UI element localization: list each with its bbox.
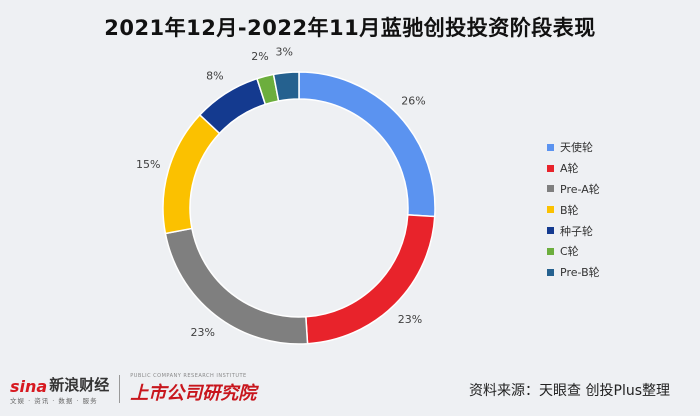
legend-item: B轮 [547, 199, 600, 220]
legend-label: 天使轮 [560, 141, 593, 155]
legend-item: C轮 [547, 241, 600, 262]
legend-item: Pre-A轮 [547, 179, 600, 200]
slice-label-1: 26% [401, 95, 425, 108]
slice-label-4: 15% [136, 158, 160, 171]
slice-label-3: 23% [191, 326, 215, 339]
legend-item: 天使轮 [547, 137, 600, 158]
slice-label-6: 2% [251, 50, 268, 63]
legend-label: C轮 [560, 245, 579, 259]
legend-item: Pre-B轮 [547, 262, 600, 283]
legend: 天使轮 A轮 Pre-A轮 B轮种子轮 C轮 Pre-B轮 [547, 137, 600, 283]
sina-finance-logo: sina 新浪财经 文娱 · 资讯 · 数据 · 服务 [10, 374, 109, 405]
legend-item: A轮 [547, 158, 600, 179]
legend-label: Pre-B轮 [560, 266, 600, 280]
legend-swatch [547, 206, 554, 214]
sina-subtitle: 文娱 · 资讯 · 数据 · 服务 [10, 396, 98, 405]
slice-3 [164, 227, 309, 345]
legend-label: Pre-A轮 [560, 182, 600, 196]
footer-divider [119, 375, 121, 403]
slice-label-5: 8% [206, 69, 223, 82]
institute-subtitle: PUBLIC COMPANY RESEARCH INSTITUTE [130, 373, 247, 379]
sina-wordmark: sina [10, 376, 48, 396]
slice-4 [162, 113, 221, 235]
legend-label: A轮 [560, 162, 579, 176]
legend-label: 种子轮 [560, 224, 593, 238]
footer-logos: sina 新浪财经 文娱 · 资讯 · 数据 · 服务 PUBLIC COMPA… [10, 372, 256, 406]
institute-name: 上市公司研究院 [130, 383, 257, 404]
legend-label: B轮 [560, 203, 579, 217]
legend-swatch [547, 227, 554, 235]
legend-swatch [547, 164, 554, 172]
slice-label-2: 23% [398, 313, 422, 326]
institute-logo: PUBLIC COMPANY RESEARCH INSTITUTE 上市公司研究… [130, 373, 256, 405]
legend-swatch [547, 247, 554, 255]
legend-item: 种子轮 [547, 220, 600, 241]
legend-swatch [547, 143, 554, 151]
legend-swatch [547, 268, 554, 276]
slice-7 [272, 71, 300, 102]
chart-title: 2021年12月-2022年11月蓝驰创投投资阶段表现 [104, 16, 596, 40]
source-note: 资料来源：天眼查 创投Plus整理 [469, 383, 670, 399]
slice-label-7: 3% [275, 46, 292, 59]
sina-name: 新浪财经 [49, 375, 110, 394]
legend-swatch [547, 185, 554, 193]
